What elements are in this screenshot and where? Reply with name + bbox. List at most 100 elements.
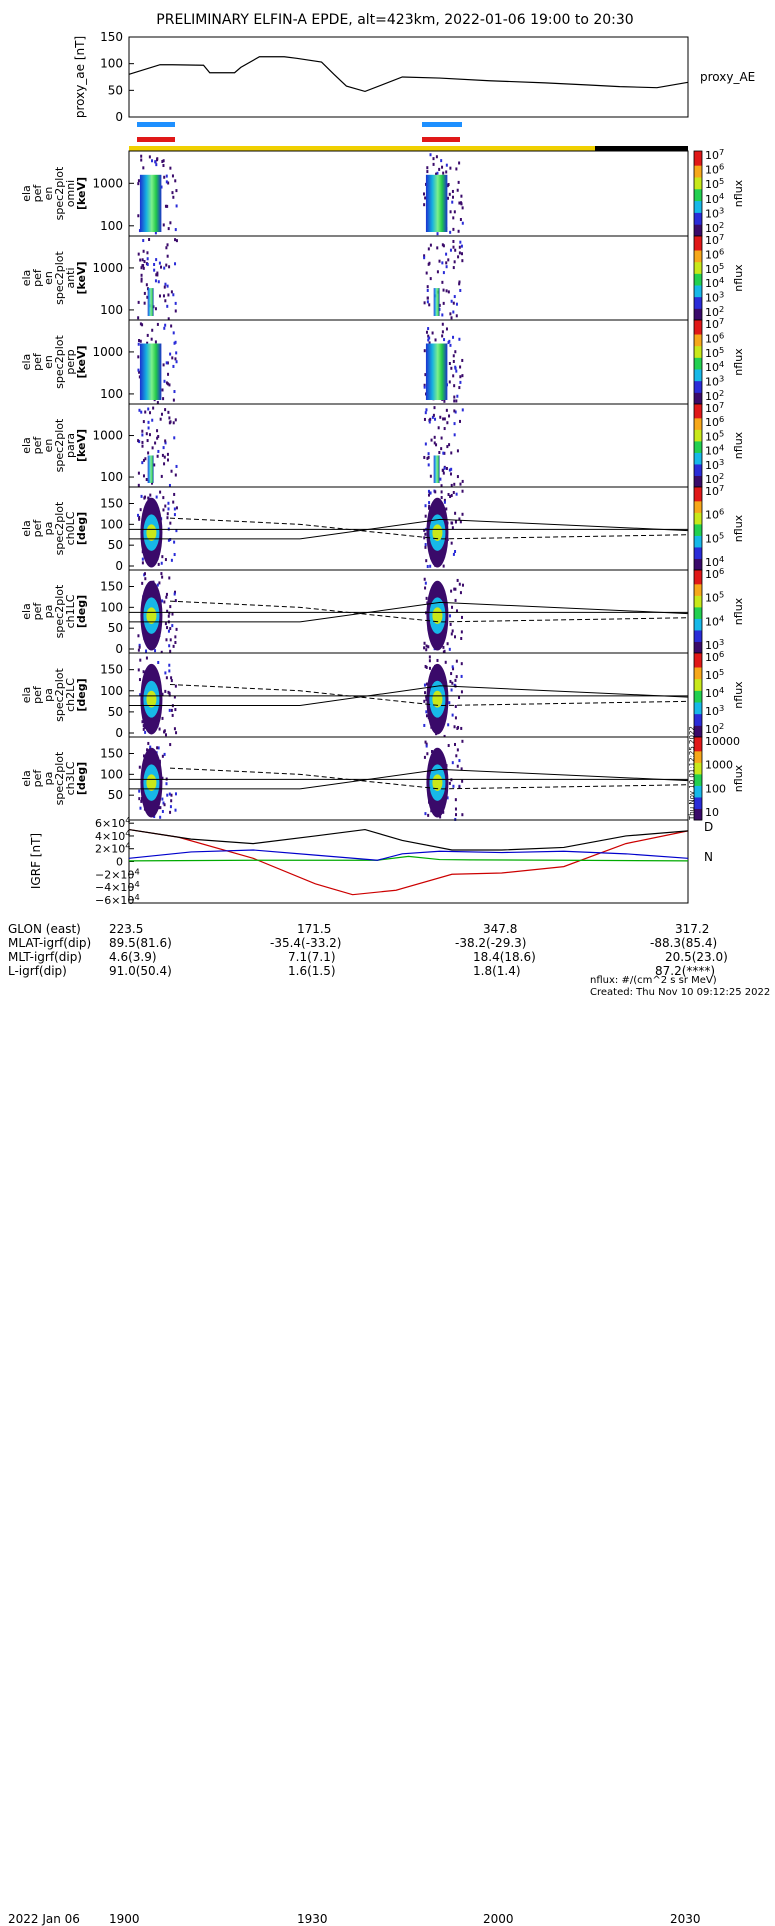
- flux-speck: [168, 669, 171, 673]
- colorbar-tick: 106: [705, 507, 724, 522]
- colorbar-segment: [694, 292, 702, 295]
- colorbar-segment: [694, 413, 702, 417]
- spectrogram-ylabel: pa: [42, 522, 55, 536]
- spectrogram-ylabel: [keV]: [75, 429, 88, 462]
- flux-speck: [173, 436, 176, 440]
- colorbar-tick: 104: [705, 685, 724, 700]
- flux-speck: [445, 163, 448, 167]
- colorbar-segment: [694, 748, 702, 752]
- footer-row-1: 2022 Jan 06 1900 1930 2000 2030: [0, 1004, 701, 1926]
- colorbar-segment: [694, 392, 702, 396]
- spectrogram-ylabel: ela: [20, 687, 33, 704]
- colorbar-segment: [694, 233, 702, 237]
- colorbar-segment: [694, 343, 702, 347]
- flux-speck: [426, 285, 429, 289]
- flux-speck: [168, 693, 171, 697]
- colorbar-segment: [694, 623, 702, 626]
- flux-speck: [163, 752, 166, 756]
- flux-speck: [443, 338, 446, 342]
- flux-speck: [451, 189, 454, 193]
- colorbar-segment: [694, 320, 702, 323]
- colorbar-segment: [694, 376, 702, 379]
- flux-streak: [147, 288, 154, 316]
- flux-speck: [459, 218, 462, 222]
- colorbar-segment: [694, 583, 702, 587]
- flux-speck: [451, 605, 454, 609]
- flux-speck: [442, 171, 445, 175]
- colorbar-segment: [694, 252, 702, 256]
- colorbar-segment: [694, 489, 702, 493]
- colorbar-segment: [694, 667, 702, 670]
- flux-speck: [461, 374, 464, 378]
- colorbar-segment: [694, 205, 702, 209]
- colorbar-segment: [694, 806, 702, 809]
- flux-speck: [454, 365, 457, 369]
- colorbar-segment: [694, 176, 702, 180]
- spectrogram-ylabel: ela: [20, 520, 33, 537]
- colorbar-segment: [694, 790, 702, 793]
- flux-speck: [423, 383, 426, 387]
- colorbar-tick: 102: [705, 721, 724, 736]
- flux-speck: [144, 457, 147, 461]
- flux-speck: [433, 441, 436, 445]
- colorbar-segment: [694, 359, 702, 363]
- anti-loss-cone-line: [169, 517, 689, 540]
- flux-speck: [449, 472, 452, 476]
- flux-speck: [423, 699, 426, 703]
- flux-speck: [439, 415, 442, 419]
- flux-speck: [146, 251, 149, 255]
- colorbar-segment: [694, 549, 702, 553]
- flux-speck: [164, 441, 167, 445]
- flux-speck: [459, 591, 462, 595]
- black-bar: [595, 146, 688, 151]
- flux-speck: [450, 672, 453, 676]
- flux-speck: [165, 595, 168, 599]
- footer-mlat-3: -38.2(-29.3): [455, 936, 527, 950]
- flux-speck: [449, 495, 452, 499]
- spectrogram-pass: [137, 656, 178, 737]
- flux-speck: [460, 244, 463, 248]
- spectrogram-panel-frame: [128, 486, 689, 571]
- colorbar-segment: [694, 646, 702, 649]
- colorbar-segment: [694, 801, 702, 805]
- colorbar-segment: [694, 250, 702, 253]
- flux-speck: [448, 192, 451, 196]
- pitch-angle-ytick: 150: [100, 747, 123, 761]
- flux-speck: [460, 637, 463, 641]
- flux-speck: [423, 577, 426, 581]
- colorbar-tick: 106: [705, 414, 724, 429]
- flux-speck: [154, 231, 157, 235]
- colorbar-segment: [694, 817, 702, 821]
- flux-speck: [453, 433, 456, 437]
- flux-speck: [450, 299, 453, 303]
- flux-speck: [166, 361, 169, 365]
- flux-speck: [449, 312, 452, 316]
- flux-speck: [174, 640, 177, 644]
- flux-speck: [138, 375, 141, 379]
- colorbar-segment: [694, 641, 702, 645]
- flux-speck: [427, 247, 430, 251]
- flux-speck: [442, 451, 445, 455]
- flux-speck: [157, 449, 160, 453]
- flux-speck: [141, 440, 144, 444]
- colorbar-segment: [694, 537, 702, 541]
- spectrogram-panel-frame: [128, 235, 689, 321]
- flux-speck: [167, 538, 170, 542]
- footer-glon-3: 347.8: [483, 922, 518, 936]
- flux-speck: [451, 665, 454, 669]
- flux-speck: [163, 266, 166, 270]
- spectrogram-ylabel: spec2plot: [53, 584, 66, 638]
- colorbar-segment: [694, 606, 702, 610]
- flux-speck: [452, 354, 455, 358]
- flux-speck: [460, 194, 463, 198]
- flux-speck: [461, 583, 464, 587]
- colorbar-segment: [694, 510, 702, 513]
- flux-speck: [154, 160, 157, 164]
- loss-cone-line: [299, 601, 689, 623]
- spectrogram-pass: [423, 739, 464, 821]
- flux-speck: [452, 667, 455, 671]
- spectrogram-ylabel: perp: [64, 349, 77, 374]
- colorbar-segment: [694, 796, 702, 800]
- colorbar-segment: [694, 450, 702, 453]
- flux-speck: [450, 483, 453, 487]
